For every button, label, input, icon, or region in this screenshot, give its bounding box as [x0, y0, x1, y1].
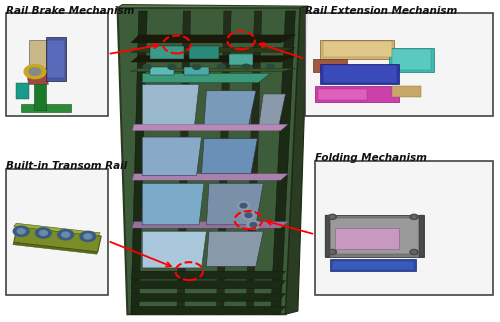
FancyBboxPatch shape — [325, 215, 330, 257]
Polygon shape — [142, 137, 202, 175]
FancyBboxPatch shape — [330, 259, 416, 271]
Text: Folding Mechanism: Folding Mechanism — [315, 153, 427, 163]
FancyBboxPatch shape — [419, 215, 424, 257]
FancyBboxPatch shape — [46, 36, 66, 81]
FancyBboxPatch shape — [332, 260, 414, 270]
Text: Built-in Transom Rail: Built-in Transom Rail — [6, 161, 128, 171]
Circle shape — [412, 216, 416, 218]
Circle shape — [143, 64, 151, 69]
Polygon shape — [132, 306, 286, 314]
Circle shape — [80, 231, 96, 242]
Circle shape — [250, 223, 257, 227]
FancyBboxPatch shape — [21, 104, 70, 111]
FancyBboxPatch shape — [184, 67, 209, 75]
Polygon shape — [131, 56, 296, 62]
Polygon shape — [118, 8, 300, 314]
Polygon shape — [131, 69, 296, 71]
Circle shape — [29, 68, 41, 75]
FancyBboxPatch shape — [16, 83, 28, 99]
Circle shape — [17, 229, 25, 234]
Circle shape — [328, 214, 336, 219]
Polygon shape — [132, 293, 286, 301]
Circle shape — [62, 232, 70, 237]
FancyBboxPatch shape — [322, 65, 396, 83]
Circle shape — [330, 216, 334, 218]
Circle shape — [247, 221, 260, 229]
Polygon shape — [142, 84, 199, 129]
Polygon shape — [132, 281, 286, 289]
Circle shape — [267, 64, 274, 69]
FancyBboxPatch shape — [312, 59, 348, 71]
Circle shape — [412, 251, 416, 253]
Circle shape — [237, 202, 250, 210]
FancyBboxPatch shape — [6, 169, 107, 295]
FancyBboxPatch shape — [315, 161, 493, 295]
Circle shape — [245, 213, 252, 217]
FancyBboxPatch shape — [228, 54, 254, 65]
Polygon shape — [142, 231, 206, 268]
Polygon shape — [131, 48, 296, 52]
FancyBboxPatch shape — [150, 67, 174, 75]
Circle shape — [242, 211, 255, 219]
Polygon shape — [258, 94, 285, 129]
Polygon shape — [206, 183, 264, 225]
FancyBboxPatch shape — [390, 48, 434, 71]
Circle shape — [40, 231, 48, 235]
Circle shape — [240, 204, 247, 208]
Circle shape — [58, 230, 74, 240]
Polygon shape — [202, 139, 258, 174]
Polygon shape — [118, 5, 308, 8]
FancyBboxPatch shape — [47, 40, 64, 78]
FancyBboxPatch shape — [6, 13, 107, 116]
Circle shape — [328, 250, 336, 254]
Circle shape — [242, 64, 250, 69]
Circle shape — [410, 250, 418, 254]
FancyBboxPatch shape — [320, 64, 399, 84]
Circle shape — [218, 64, 225, 69]
Circle shape — [168, 64, 176, 69]
Circle shape — [330, 251, 334, 253]
FancyBboxPatch shape — [335, 228, 399, 249]
Circle shape — [84, 234, 92, 239]
Circle shape — [13, 226, 29, 236]
Circle shape — [24, 65, 46, 79]
FancyBboxPatch shape — [320, 40, 394, 59]
Circle shape — [410, 214, 418, 219]
Circle shape — [192, 64, 200, 69]
Polygon shape — [131, 35, 296, 43]
FancyBboxPatch shape — [392, 86, 422, 97]
FancyBboxPatch shape — [318, 89, 367, 100]
Polygon shape — [206, 231, 264, 266]
FancyBboxPatch shape — [189, 46, 219, 59]
Polygon shape — [246, 11, 262, 314]
Polygon shape — [216, 11, 231, 314]
Polygon shape — [142, 183, 204, 225]
FancyBboxPatch shape — [392, 49, 432, 70]
FancyBboxPatch shape — [28, 40, 58, 69]
Polygon shape — [142, 73, 270, 83]
Polygon shape — [132, 124, 288, 131]
Polygon shape — [26, 69, 48, 84]
FancyBboxPatch shape — [315, 86, 399, 102]
Circle shape — [36, 228, 52, 238]
Polygon shape — [204, 91, 256, 126]
Polygon shape — [14, 226, 101, 252]
Polygon shape — [131, 11, 147, 314]
Polygon shape — [286, 6, 308, 314]
Polygon shape — [14, 223, 100, 236]
Polygon shape — [132, 271, 286, 279]
Polygon shape — [132, 174, 288, 180]
Text: Rail Brake Mechanism: Rail Brake Mechanism — [6, 6, 134, 16]
FancyBboxPatch shape — [150, 46, 184, 59]
FancyBboxPatch shape — [330, 218, 419, 253]
FancyBboxPatch shape — [306, 13, 493, 116]
FancyBboxPatch shape — [325, 215, 424, 257]
Polygon shape — [132, 222, 288, 228]
Polygon shape — [13, 242, 98, 254]
Text: Rail Extension Mechanism: Rail Extension Mechanism — [306, 6, 458, 16]
FancyBboxPatch shape — [34, 84, 46, 110]
Polygon shape — [270, 11, 295, 314]
Polygon shape — [177, 11, 190, 314]
FancyBboxPatch shape — [322, 41, 392, 57]
